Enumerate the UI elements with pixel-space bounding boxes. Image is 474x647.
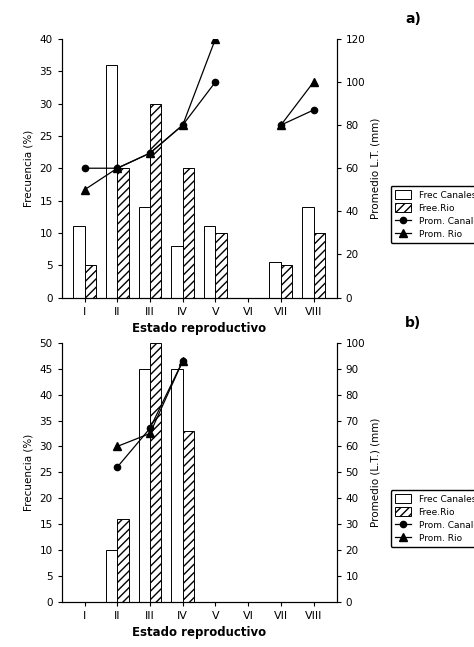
Bar — [106, 550, 117, 602]
Legend: Frec Canales, Free.Rio, Prom. Canales, Prom. Rio: Frec Canales, Free.Rio, Prom. Canales, P… — [391, 490, 474, 547]
Bar — [182, 168, 194, 298]
Bar — [171, 369, 182, 602]
Text: b): b) — [405, 316, 421, 330]
Bar — [204, 226, 216, 298]
Y-axis label: Promedio (L.T.) (mm): Promedio (L.T.) (mm) — [371, 417, 381, 527]
Bar — [106, 65, 117, 298]
Bar — [117, 168, 129, 298]
Legend: Frec Canales, Free.Rio, Prom. Canales, Prom. Rio: Frec Canales, Free.Rio, Prom. Canales, P… — [391, 186, 474, 243]
Bar — [281, 265, 292, 298]
Bar — [73, 226, 84, 298]
Bar — [216, 233, 227, 298]
Bar — [171, 246, 182, 298]
Bar — [117, 519, 129, 602]
Bar — [182, 431, 194, 602]
Y-axis label: Frecuencia (%): Frecuencia (%) — [24, 129, 34, 207]
Bar — [314, 233, 325, 298]
Y-axis label: Frecuencia (%): Frecuencia (%) — [24, 433, 34, 511]
Bar — [302, 207, 314, 298]
Bar — [269, 262, 281, 298]
Y-axis label: Promedio L.T. (mm): Promedio L.T. (mm) — [371, 118, 381, 219]
X-axis label: Estado reproductivo: Estado reproductivo — [132, 322, 266, 335]
Bar — [84, 265, 96, 298]
Bar — [138, 207, 150, 298]
Bar — [150, 104, 162, 298]
X-axis label: Estado reproductivo: Estado reproductivo — [132, 626, 266, 639]
Bar — [138, 369, 150, 602]
Text: a): a) — [405, 12, 421, 26]
Bar — [150, 343, 162, 602]
